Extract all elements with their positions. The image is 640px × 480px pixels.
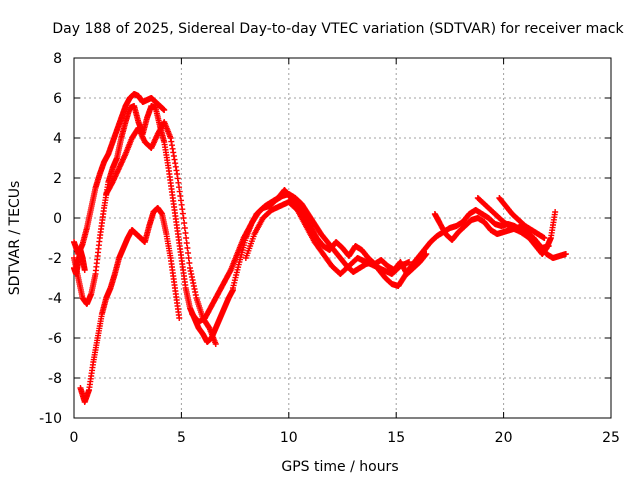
satellite-track-g [242,199,413,277]
data-point [562,251,569,257]
x-tick-label: 15 [387,430,405,446]
x-tick-label: 25 [602,430,620,446]
y-tick-label: 4 [53,131,62,147]
y-tick-label: 6 [53,91,62,107]
y-tick-label: -2 [48,251,62,267]
x-tick-label: 20 [495,430,513,446]
y-tick-label: 2 [53,171,62,187]
satellite-track-b [71,103,236,345]
grid-lines [74,58,611,418]
data-point [212,341,219,347]
satellite-track-c [77,205,183,405]
satellite-track-a [71,91,168,257]
y-axis-label: SDTVAR / TECUs [7,181,23,296]
plot-frame [73,57,612,419]
x-tick-label: 5 [177,430,186,446]
data-point [423,251,430,257]
data-points [71,91,569,405]
data-point [541,235,548,241]
data-point [176,315,183,321]
y-tick-label: 0 [53,211,62,227]
data-point [552,209,559,215]
satellite-track-k [496,195,548,241]
y-tick-label: -6 [48,331,62,347]
axis-ticks: 0 5 10 15 20 25 -10 -8 -6 -4 -2 0 2 4 6 8 [39,51,620,446]
x-tick-label: 0 [70,430,79,446]
data-point [81,267,88,273]
x-tick-label: 10 [280,430,298,446]
y-tick-label: -4 [48,291,62,307]
satellite-track-j [474,195,559,257]
satellite-track-d [103,119,219,347]
data-point [161,107,168,113]
satellite-track-l [71,247,88,277]
y-tick-label: -8 [48,371,62,387]
chart-title: Day 188 of 2025, Sidereal Day-to-day VTE… [52,21,624,37]
y-tick-label: 8 [53,51,62,67]
data-point [406,259,413,265]
x-axis-label: GPS time / hours [281,459,398,475]
satellite-track-f [229,187,430,291]
y-tick-label: -10 [39,411,62,427]
